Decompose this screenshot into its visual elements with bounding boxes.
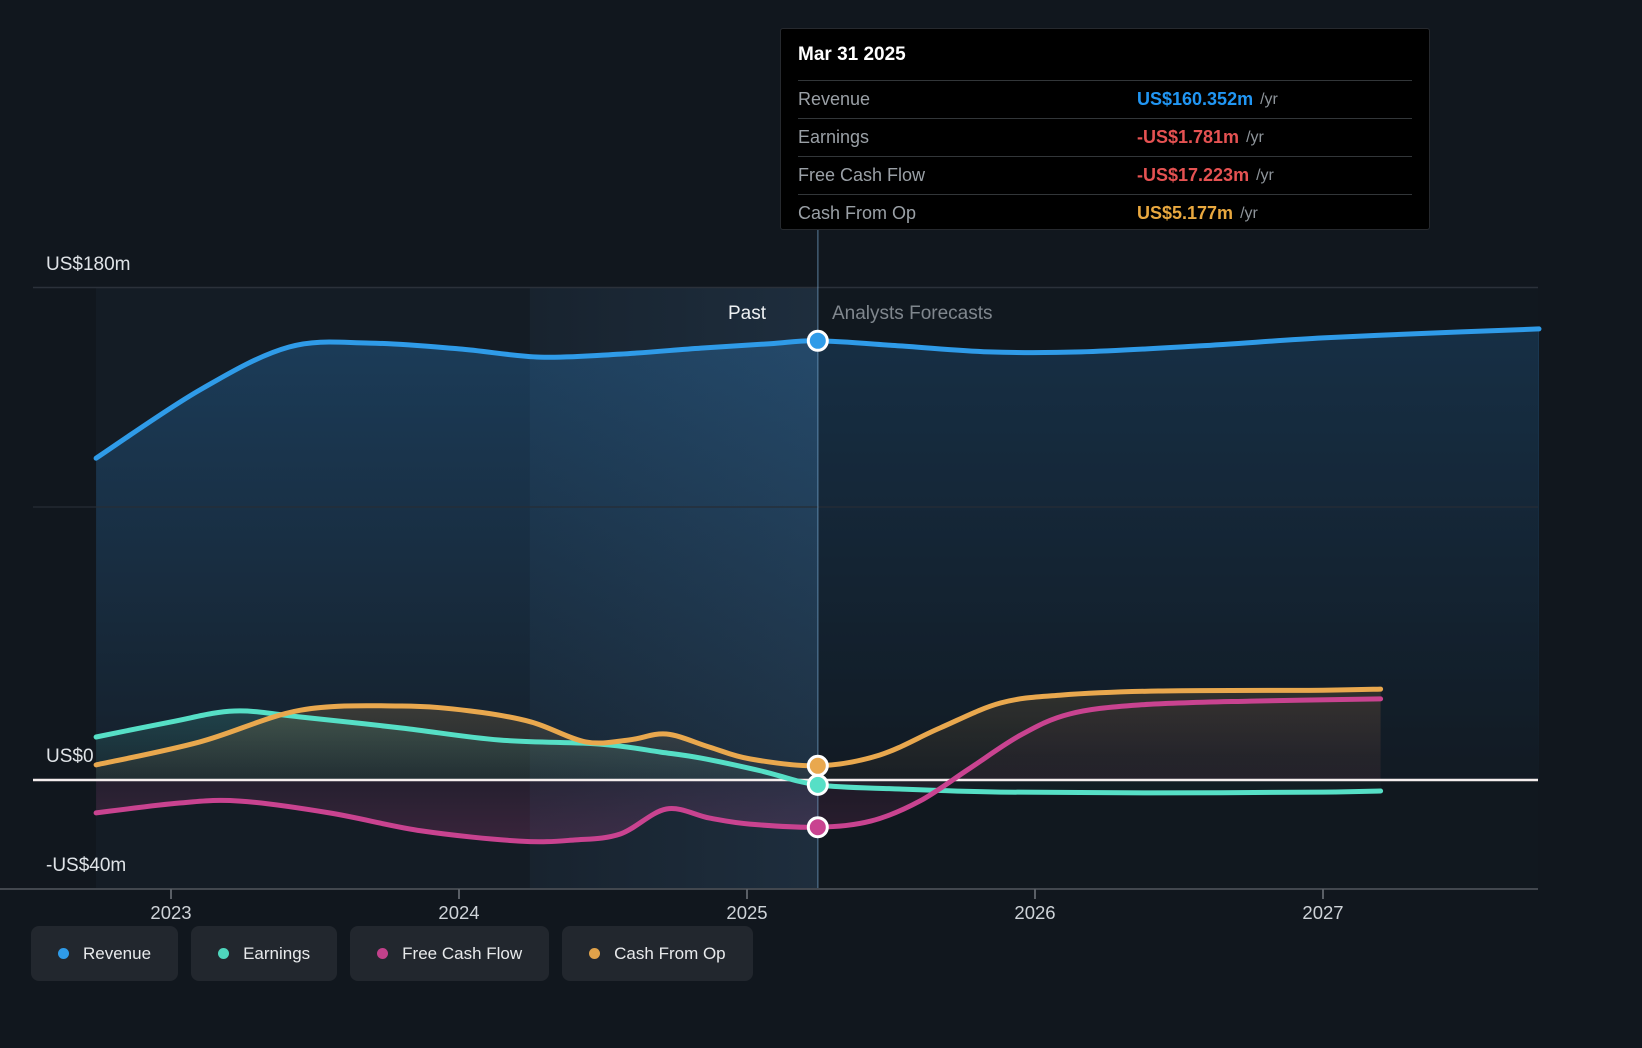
tooltip-revenue-suffix: /yr: [1260, 90, 1278, 108]
legend-item-fcf[interactable]: Free Cash Flow: [350, 926, 550, 981]
series-lines: [93, 326, 1542, 845]
legend-cashfromop-label: Cash From Op: [614, 943, 726, 963]
x-label-2024: 2024: [438, 902, 479, 923]
tooltip-row-cashfromop: Cash From Op US$5.177m /yr: [798, 194, 1412, 232]
x-axis-ticks: [170, 889, 1324, 899]
x-label-2023: 2023: [150, 902, 191, 923]
tooltip-row-revenue: Revenue US$160.352m /yr: [798, 80, 1412, 118]
legend-item-earnings[interactable]: Earnings: [191, 926, 338, 981]
forecast-label: Analysts Forecasts: [832, 303, 993, 324]
tooltip-row-earnings: Earnings -US$1.781m /yr: [798, 118, 1412, 156]
free-cash-flow-line: [93, 696, 1384, 845]
x-axis-year-labels: 2023 2024 2025 2026 2027: [150, 902, 1343, 923]
tooltip-cashfromop-value: US$5.177m: [1137, 203, 1234, 223]
legend-earnings-label: Earnings: [243, 943, 311, 963]
tooltip-date: Mar 31 2025: [798, 43, 906, 65]
x-label-2027: 2027: [1302, 902, 1343, 923]
legend-fcf-label: Free Cash Flow: [402, 943, 523, 963]
chart-tooltip: Mar 31 2025 Revenue US$160.352m /yr Earn…: [780, 28, 1430, 230]
x-label-2025: 2025: [726, 902, 767, 923]
earnings-dot-icon: [218, 948, 230, 959]
y-label-0: US$0: [46, 746, 94, 767]
cash-from-op-line: [93, 686, 1384, 769]
last-12m-highlight-band: [529, 287, 818, 889]
series-markers: [806, 329, 829, 839]
free-cash-flow-marker: [806, 816, 829, 839]
legend-item-revenue[interactable]: Revenue: [31, 926, 179, 981]
tooltip-earnings-suffix: /yr: [1246, 128, 1264, 146]
revenue-marker: [806, 329, 829, 352]
x-label-2026: 2026: [1014, 902, 1055, 923]
tooltip-fcf-suffix: /yr: [1256, 166, 1274, 184]
earnings-marker: [806, 773, 829, 796]
tooltip-revenue-value: US$160.352m: [1137, 89, 1254, 109]
cash-from-op-area: [96, 689, 1381, 780]
tooltip-cashfromop-label: Cash From Op: [798, 203, 917, 223]
cashfromop-dot-icon: [589, 948, 601, 959]
legend-item-cashfromop[interactable]: Cash From Op: [562, 926, 753, 981]
fcf-dot-icon: [377, 948, 389, 959]
tooltip-cashfromop-suffix: /yr: [1240, 204, 1258, 222]
chart-legend: Revenue Earnings Free Cash Flow Cash Fro…: [31, 926, 753, 981]
revenue-dot-icon: [58, 948, 69, 959]
tooltip-fcf-value: -US$17.223m: [1137, 165, 1250, 185]
tooltip-row-fcf: Free Cash Flow -US$17.223m /yr: [798, 156, 1412, 194]
y-label-neg40m: -US$40m: [46, 855, 126, 876]
tooltip-fcf-label: Free Cash Flow: [798, 165, 926, 185]
legend-revenue-label: Revenue: [83, 943, 152, 963]
y-label-180m: US$180m: [46, 254, 131, 275]
tooltip-earnings-label: Earnings: [798, 127, 870, 147]
tooltip-revenue-label: Revenue: [798, 89, 871, 109]
tooltip-earnings-value: -US$1.781m: [1137, 127, 1240, 147]
cash-from-op-marker: [806, 754, 829, 777]
revenue-line: [93, 326, 1542, 461]
past-label: Past: [728, 303, 767, 324]
